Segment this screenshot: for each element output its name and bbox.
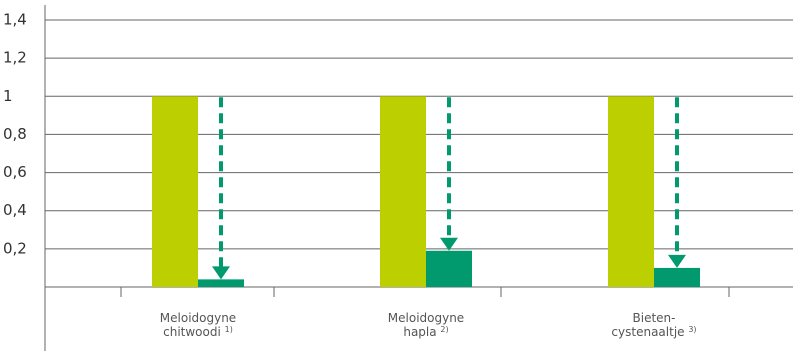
y-tick-label: 0,4 (3, 201, 27, 219)
x-tick-label-line: Meloidogyne (388, 311, 464, 325)
y-tick-label: 0,6 (3, 163, 27, 181)
footnote: 1) (225, 325, 233, 334)
footnote: 3) (688, 325, 696, 334)
bar (152, 96, 198, 288)
bar (380, 96, 426, 288)
y-tick-label: 1,2 (3, 49, 27, 67)
bar (654, 267, 700, 287)
arrow-head (212, 266, 230, 280)
y-tick-label: 1 (3, 87, 13, 105)
arrow-head (440, 237, 458, 251)
bar (426, 250, 472, 287)
y-tick-label: 0,8 (3, 125, 27, 143)
arrow-head (668, 254, 686, 268)
bar (608, 96, 654, 288)
x-tick-label-line: Meloidogyne (160, 311, 236, 325)
x-tick-label-line: hapla (403, 325, 440, 339)
y-tick-label: 0,2 (3, 239, 27, 257)
bar (198, 279, 244, 287)
footnote: 2) (440, 325, 448, 334)
x-tick-label-line: cystenaaltje (611, 325, 688, 339)
x-tick-label: Bieten-cystenaaltje 3) (611, 311, 696, 339)
x-tick-label: Meloidogyne chitwoodi 1) (160, 311, 236, 339)
x-tick-label: Meloidogyne hapla 2) (388, 311, 464, 339)
y-tick-label: 1,4 (3, 11, 27, 29)
x-tick-label-line: Bieten- (633, 311, 676, 325)
x-tick-label-line: chitwoodi (163, 325, 225, 339)
